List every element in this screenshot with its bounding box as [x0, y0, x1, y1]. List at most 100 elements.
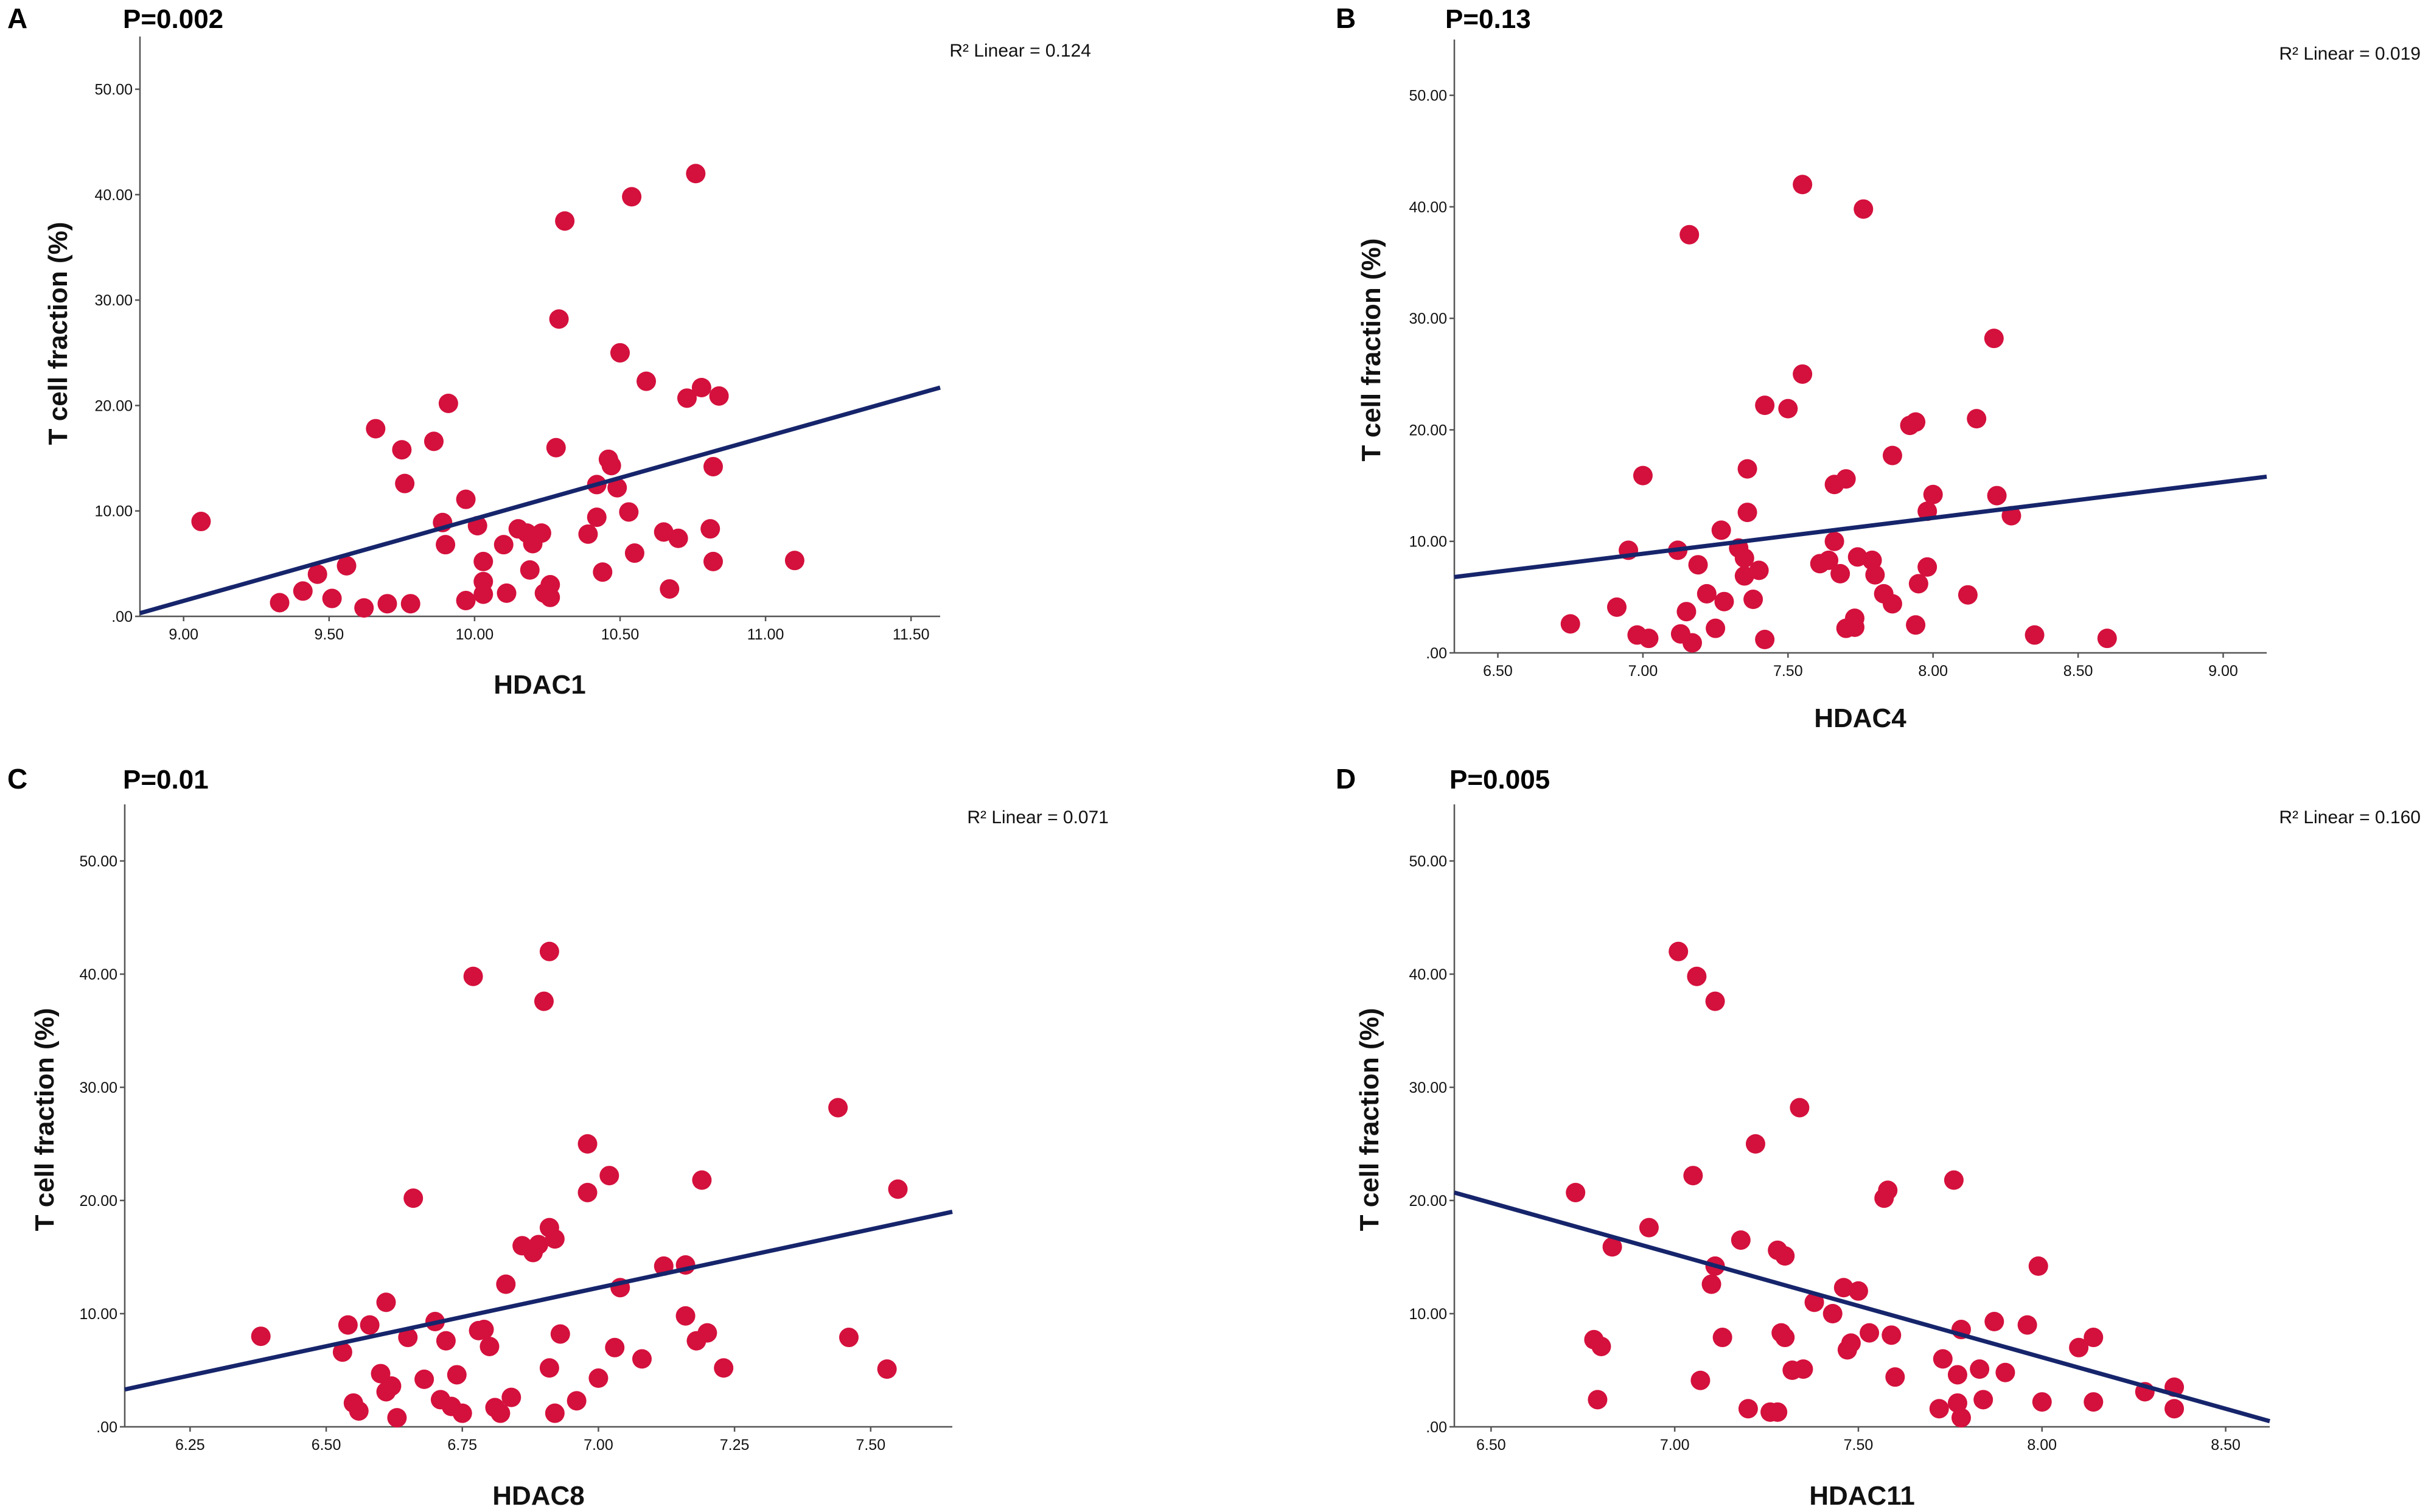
r-squared-label: R² Linear = 0.071 [967, 807, 1109, 827]
data-point [436, 1331, 456, 1351]
data-point [322, 588, 342, 608]
panel-label: C [7, 763, 27, 795]
x-tick-label: 8.50 [2063, 663, 2093, 680]
data-point [1906, 615, 1926, 635]
x-tick-label: 7.00 [1660, 1437, 1690, 1454]
x-tick-label: 8.00 [2027, 1437, 2057, 1454]
data-point [293, 581, 313, 601]
data-point [496, 1274, 516, 1294]
data-point [877, 1359, 897, 1379]
x-tick-label: 7.50 [1773, 663, 1803, 680]
data-point [1679, 225, 1700, 245]
x-tick-label: 9.00 [2208, 663, 2238, 680]
data-point [888, 1179, 908, 1199]
y-tick-label: 40.00 [79, 966, 117, 983]
data-point [403, 1188, 424, 1208]
data-point [593, 562, 613, 582]
y-tick-label: 50.00 [1409, 853, 1447, 870]
x-tick-label: 6.50 [312, 1437, 341, 1454]
data-point [549, 309, 569, 329]
x-axis-title: HDAC1 [494, 670, 586, 700]
data-point [1737, 503, 1757, 523]
x-tick-label: 10.00 [456, 626, 494, 643]
panel-label: D [1336, 763, 1356, 795]
y-tick-label: .00 [1426, 645, 1447, 662]
data-point [700, 519, 720, 539]
data-point [531, 523, 551, 543]
data-point [1987, 486, 2007, 506]
y-tick-label: 30.00 [1409, 1079, 1447, 1096]
data-point [332, 1342, 352, 1362]
data-point [686, 164, 706, 184]
y-tick-label: 20.00 [94, 397, 133, 414]
data-point [1712, 1328, 1732, 1348]
p-value: P=0.002 [123, 4, 223, 34]
data-point [2084, 1392, 2104, 1412]
data-point [1755, 395, 1775, 416]
data-point [1973, 1390, 1993, 1410]
y-axis-title: T cell fraction (%) [30, 1008, 60, 1232]
data-point [828, 1098, 848, 1118]
data-point [1738, 1399, 1758, 1419]
panel-d: D P=0.005 R² Linear = 0.160 .00 10.00 20.00 30… [1336, 763, 2421, 1511]
data-point [270, 593, 290, 613]
y-tick-label: 20.00 [1409, 1193, 1447, 1210]
data-point [540, 587, 560, 607]
data-point [1749, 560, 1769, 580]
data-point [1566, 1182, 1586, 1202]
data-point [1947, 1393, 1967, 1413]
data-point [709, 386, 729, 406]
data-point [1560, 614, 1580, 634]
data-point [1705, 991, 1725, 1011]
x-tick-label: 8.00 [1918, 663, 1948, 680]
x-tick-label: 6.50 [1476, 1437, 1506, 1454]
data-point [376, 1292, 396, 1312]
data-point [463, 966, 483, 986]
data-point [632, 1349, 652, 1369]
data-point [539, 1358, 559, 1378]
data-point [447, 1365, 467, 1385]
data-point [2164, 1399, 2185, 1419]
data-point [191, 512, 211, 532]
data-point [2028, 1256, 2048, 1276]
data-point [599, 1166, 619, 1186]
data-point [490, 1403, 511, 1423]
x-axis-title: HDAC8 [492, 1481, 585, 1511]
x-axis-title: HDAC11 [1809, 1481, 1915, 1511]
data-point [395, 473, 415, 493]
data-point [520, 560, 540, 580]
data-point [588, 1368, 609, 1388]
data-point [1591, 1336, 1611, 1356]
data-point [1683, 1166, 1703, 1186]
r-squared-label: R² Linear = 0.124 [949, 41, 1091, 61]
data-point [1775, 1328, 1795, 1348]
data-point [587, 507, 607, 528]
x-tick-label: 6.25 [175, 1437, 205, 1454]
data-point [1824, 531, 1844, 551]
data-point [1967, 409, 1987, 429]
y-tick-label: 30.00 [79, 1079, 117, 1096]
data-point [1984, 329, 2004, 349]
data-point [360, 1315, 380, 1335]
data-point [1944, 1170, 1964, 1190]
y-tick-label: 10.00 [1409, 534, 1447, 551]
regression-line [1454, 1190, 2270, 1424]
x-tick-label: 7.00 [1628, 663, 1658, 680]
data-point [1639, 629, 1659, 649]
data-point [1682, 633, 1702, 653]
data-point [1822, 1304, 1843, 1323]
x-tick-label: 6.50 [1483, 663, 1513, 680]
data-point [1984, 1312, 2004, 1332]
data-point [1906, 412, 1926, 432]
data-point [400, 594, 420, 614]
data-point [577, 1134, 598, 1154]
x-tick-label: 10.50 [601, 626, 640, 643]
data-point [501, 1387, 521, 1407]
data-point [452, 1403, 472, 1423]
data-point [424, 431, 444, 451]
data-point [1755, 630, 1775, 650]
data-point [1848, 1281, 1868, 1301]
data-point [619, 502, 639, 522]
y-tick-label: 40.00 [94, 187, 133, 204]
data-point [474, 1320, 494, 1340]
